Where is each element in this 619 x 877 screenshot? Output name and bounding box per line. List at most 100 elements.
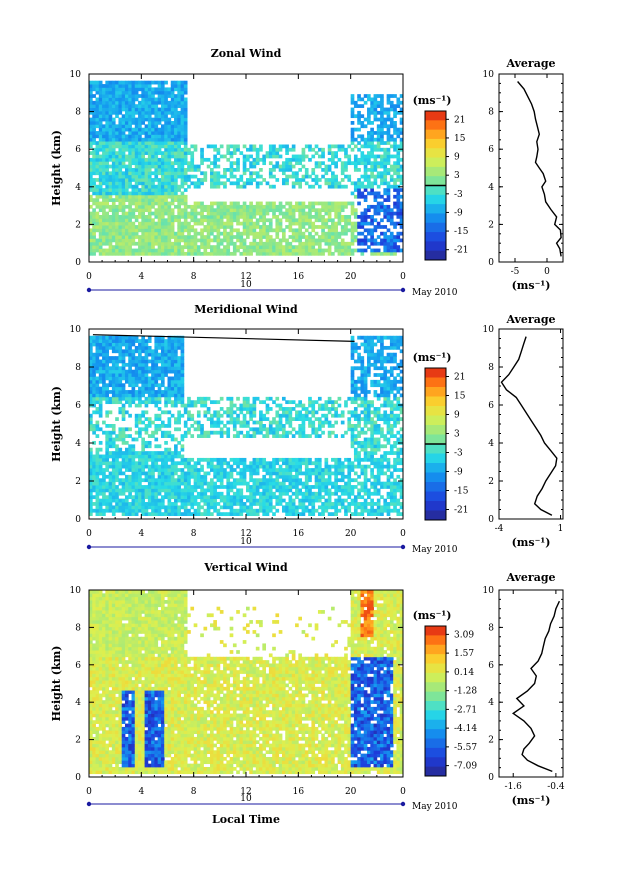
heatmap-cell [128,468,132,472]
heatmap-cell [275,215,279,219]
heatmap-cell [151,225,155,229]
heatmap-cell [253,208,257,212]
heatmap-cell [367,161,371,165]
heatmap-cell [351,121,355,125]
heatmap-cell [164,111,168,115]
heatmap-cell [141,101,145,105]
heatmap-cell [109,171,113,175]
heatmap-cell [302,148,306,152]
heatmap-cell [102,188,106,192]
heatmap-cell [132,339,136,343]
heatmap-cell [125,171,129,175]
heatmap-cell [377,148,381,152]
heatmap-cell [122,455,126,459]
heatmap-cell [99,181,103,185]
heatmap-cell [92,161,96,165]
heatmap-cell [125,427,129,431]
heatmap-cell [282,414,286,418]
heatmap-cell [226,239,230,243]
heatmap-cell [308,215,312,219]
heatmap-cell [128,138,132,142]
heatmap-cell [302,218,306,222]
heatmap-cell [135,475,139,479]
heatmap-cell [135,161,139,165]
heatmap-cell [197,205,201,209]
heatmap-cell [138,239,142,243]
panel-title: Zonal Wind [211,47,282,60]
heatmap-cell [115,485,119,489]
heatmap-cell [285,421,289,425]
heatmap-cell [200,431,204,435]
heatmap-cell [112,495,116,499]
heatmap-cell [154,185,158,189]
heatmap-cell [213,245,217,249]
heatmap-cell [262,249,266,253]
heatmap-cell [122,192,126,196]
heatmap-cell [122,353,126,357]
heatmap-cell [390,235,394,239]
heatmap-cell [168,393,172,397]
heatmap-cell [377,171,381,175]
heatmap-cell [148,208,152,212]
heatmap-cell [181,438,185,442]
heatmap-cell [135,509,139,513]
heatmap-cell [132,249,136,253]
heatmap-cell [164,343,168,347]
heatmap-cell [168,104,172,108]
heatmap-cell [174,421,178,425]
heatmap-cell [105,192,109,196]
heatmap-cell [256,245,260,249]
heatmap-cell [249,181,253,185]
heatmap-cell [112,192,116,196]
heatmap-cell [145,81,149,85]
heatmap-cell [92,475,96,479]
heatmap-cell [89,373,93,377]
heatmap-cell [210,417,214,421]
heatmap-cell [92,509,96,513]
heatmap-cell [109,225,113,229]
heatmap-cell [269,461,273,465]
heatmap-cell [282,161,286,165]
heatmap-cell [92,380,96,384]
heatmap-cell [128,145,132,149]
heatmap-cell [223,245,227,249]
heatmap-cell [128,134,132,138]
heatmap-cell [210,502,214,506]
heatmap-cell [115,208,119,212]
heatmap-cell [393,212,397,216]
heatmap-cell [266,181,270,185]
heatmap-cell [177,468,181,472]
heatmap-cell [334,212,338,216]
heatmap-cell [99,124,103,128]
heatmap-cell [148,155,152,159]
heatmap-cell [210,492,214,496]
colorbar-segment [425,158,446,168]
heatmap-cell [387,235,391,239]
heatmap-cell [377,205,381,209]
heatmap-cell [164,208,168,212]
heatmap-cell [213,465,217,469]
heatmap-cell [393,108,397,112]
heatmap-cell [210,400,214,404]
heatmap-cell [145,360,149,364]
heatmap-cell [269,397,273,401]
heatmap-cell [148,472,152,476]
heatmap-cell [105,383,109,387]
heatmap-cell [308,242,312,246]
heatmap-cell [141,387,145,391]
heatmap-cell [194,404,198,408]
heatmap-cell [122,178,126,182]
heatmap-cell [125,84,129,88]
heatmap-cell [125,181,129,185]
heatmap-cell [184,228,188,232]
heatmap-cell [364,124,368,128]
heatmap-cell [112,148,116,152]
heatmap-cell [239,424,243,428]
profile-y-tick-label: 0 [488,258,494,268]
heatmap-cell [115,458,119,462]
heatmap-cell [141,512,145,516]
heatmap-cell [109,134,113,138]
heatmap-cell [321,148,325,152]
heatmap-cell [168,363,172,367]
heatmap-cell [396,128,400,132]
